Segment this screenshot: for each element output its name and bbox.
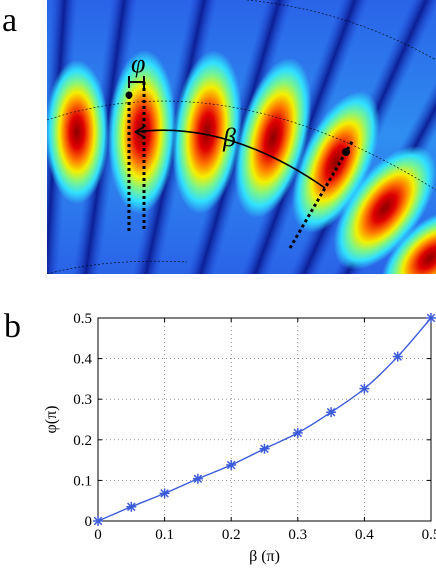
intensity-lobe-4 <box>292 91 380 233</box>
x-axis-label: β (π) <box>249 548 280 565</box>
guide-arc-top <box>246 0 436 61</box>
data-point-3 <box>192 473 203 484</box>
intensity-lobe-5 <box>333 146 436 270</box>
data-point-8 <box>359 383 370 394</box>
y-tick-label: 0.4 <box>73 352 92 368</box>
panel-a-label: a <box>2 2 18 39</box>
y-tick-label: 0.5 <box>73 311 92 327</box>
panel-b-label: b <box>4 308 21 345</box>
data-point-10 <box>426 313 436 323</box>
x-ticks: 0 0.1 0.2 0.3 0.4 0.5 <box>94 318 436 543</box>
beta-arc <box>134 129 326 189</box>
x-tick-label: 0.5 <box>422 527 436 543</box>
heatmap-panel: φ β <box>47 0 436 274</box>
beta-arrowhead <box>134 126 145 138</box>
y-ticks: 0 0.1 0.2 0.3 0.4 0.5 <box>73 311 431 530</box>
heatmap-svg: φ β <box>47 0 436 274</box>
intensity-lobe-3 <box>234 58 312 218</box>
line-chart-panel: 00.10.20.30.40.5 00.10.20.30.40.5 β (π) … <box>0 300 436 568</box>
y-tick-label: 0 <box>85 514 93 530</box>
data-point-6 <box>292 427 303 438</box>
data-point-1 <box>126 501 137 512</box>
data-point-7 <box>326 407 337 418</box>
chart-gridlines <box>98 318 431 521</box>
y-tick-label: 0.2 <box>73 433 92 449</box>
x-tick-label: 0.3 <box>288 527 307 543</box>
data-point-4 <box>226 459 237 470</box>
series-line <box>97 317 432 522</box>
chart-frame <box>97 317 432 522</box>
data-point-0 <box>93 516 103 526</box>
guide-arc-bottom <box>47 260 188 274</box>
x-tick-label: 0 <box>94 527 102 543</box>
line-chart-svg: 00.10.20.30.40.5 00.10.20.30.40.5 β (π) … <box>43 311 436 565</box>
data-point-5 <box>259 443 270 454</box>
x-tick-label: 0.2 <box>222 527 241 543</box>
intensity-lobe-0 <box>47 60 109 204</box>
beta-symbol: β <box>222 123 236 152</box>
y-axis-label: φ(π) <box>43 406 60 434</box>
x-tick-label: 0.4 <box>355 527 374 543</box>
y-tick-label: 0.1 <box>73 473 92 489</box>
data-point-2 <box>159 488 170 499</box>
guide-arc-middle <box>47 100 436 191</box>
phi-point <box>125 91 133 99</box>
data-point-9 <box>392 351 403 362</box>
y-tick-label: 0.3 <box>73 392 92 408</box>
intensity-lobe-2 <box>172 50 242 214</box>
beta-point <box>342 148 350 156</box>
x-tick-label: 0.1 <box>155 527 174 543</box>
series-markers <box>93 313 436 526</box>
intensity-lobe-6 <box>380 209 436 274</box>
tilted-guide-line <box>288 139 355 249</box>
phi-symbol: φ <box>131 49 145 78</box>
